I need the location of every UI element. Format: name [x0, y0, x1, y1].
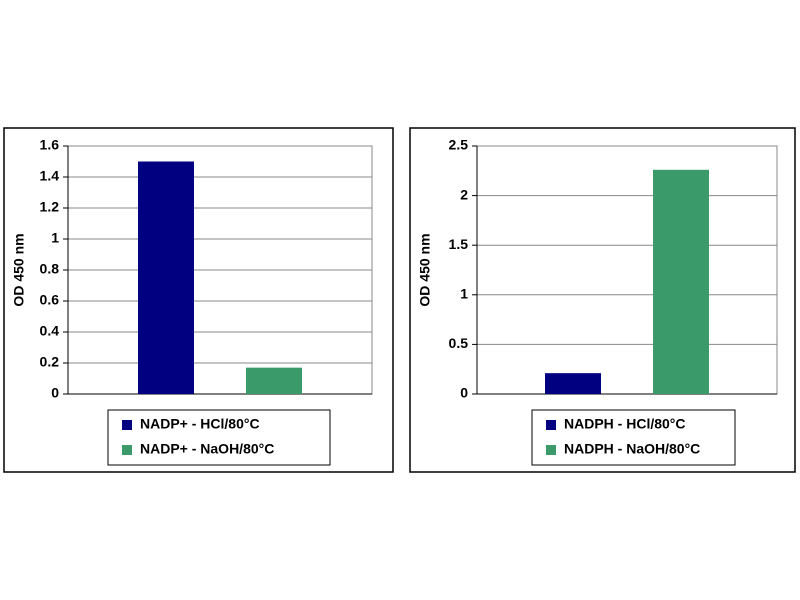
bar [246, 367, 302, 394]
legend-box [107, 409, 331, 466]
bar [653, 169, 709, 394]
y-tick-label: 1 [51, 230, 59, 246]
y-axis-label: OD 450 nm [11, 233, 27, 306]
legend-swatch [546, 420, 556, 430]
y-tick-label: 1.4 [40, 168, 60, 184]
legend-label: NADP+ - HCl/80°C [140, 416, 260, 432]
y-tick-label: 1 [460, 286, 468, 302]
legend-swatch [546, 445, 556, 455]
y-tick-label: 2 [460, 186, 468, 202]
y-tick-label: 0.4 [40, 323, 60, 339]
bar [545, 373, 601, 394]
y-tick-label: 2.5 [449, 137, 469, 153]
y-tick-label: 0 [51, 385, 59, 401]
y-tick-label: 1.6 [40, 137, 60, 153]
legend-swatch [122, 445, 132, 455]
y-tick-label: 0.5 [449, 335, 469, 351]
y-axis-label: OD 450 nm [417, 233, 433, 306]
legend-label: NADPH - HCl/80°C [564, 416, 686, 432]
y-tick-label: 0.2 [40, 354, 60, 370]
legend-label: NADPH - NaOH/80°C [564, 441, 700, 457]
plot-area [476, 145, 778, 395]
y-tick-label: 1.5 [449, 236, 469, 252]
legend-label: NADP+ - NaOH/80°C [140, 441, 274, 457]
y-tick-label: 0.6 [40, 292, 60, 308]
legend-box [531, 409, 736, 466]
legend-swatch [122, 420, 132, 430]
y-tick-label: 1.2 [40, 199, 60, 215]
bar [138, 161, 194, 394]
y-tick-label: 0 [460, 385, 468, 401]
y-tick-label: 0.8 [40, 261, 60, 277]
